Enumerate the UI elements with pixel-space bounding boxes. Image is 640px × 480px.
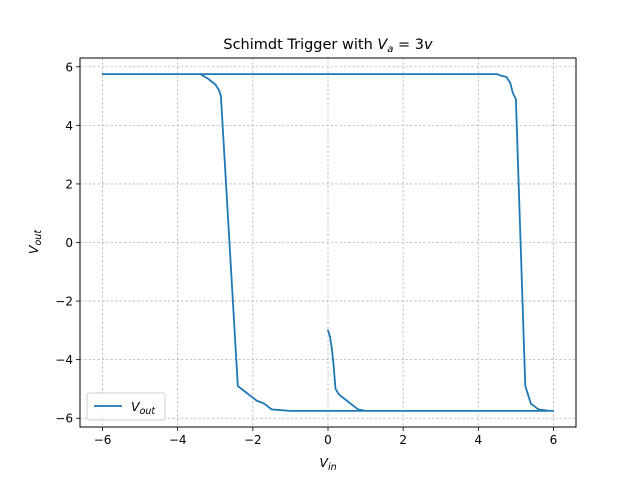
x-axis-label: Vin: [319, 455, 336, 473]
chart-title: Schimdt Trigger with Va = 3v: [223, 37, 433, 55]
y-tick-label: 6: [65, 60, 73, 74]
x-axis: −6 −4 −2 0 2 4 6: [94, 427, 558, 447]
grid-lines: [80, 58, 576, 427]
y-tick-label: −4: [55, 353, 73, 367]
chart-title-sub: a: [387, 44, 393, 55]
x-tick-label: 0: [324, 433, 332, 447]
y-axis-label-sub: out: [33, 229, 44, 246]
x-tick-label: 4: [474, 433, 482, 447]
series-line-vout: [101, 73, 555, 412]
chart-title-text: Schimdt Trigger with: [223, 37, 377, 53]
y-axis-label-var: V: [26, 244, 41, 254]
y-tick-label: −6: [55, 412, 73, 426]
y-axis: −6 −4 −2 0 2 4 6: [55, 60, 80, 426]
x-axis-label-var: V: [319, 455, 329, 470]
x-tick-label: −2: [244, 433, 262, 447]
legend-label-vout: Vout: [131, 399, 156, 417]
legend: Vout: [86, 392, 166, 421]
x-tick-label: 6: [550, 433, 558, 447]
legend-label-sub: out: [140, 406, 157, 417]
y-axis-label: Vout: [26, 229, 44, 254]
chart-title-var: V: [377, 37, 388, 53]
x-tick-label: −4: [169, 433, 187, 447]
chart-title-eq: = 3: [393, 37, 424, 53]
plot-area: [79, 57, 577, 428]
y-tick-label: −2: [55, 295, 73, 309]
legend-label-var: V: [131, 399, 141, 414]
y-tick-label: 2: [65, 177, 73, 191]
x-tick-label: 2: [399, 433, 407, 447]
series-layer: [101, 73, 555, 412]
y-tick-label: 0: [65, 236, 73, 250]
legend-box: [86, 392, 166, 421]
x-tick-label: −6: [94, 433, 112, 447]
x-axis-label-sub: in: [328, 462, 337, 473]
chart-title-unit: v: [424, 37, 433, 53]
y-tick-label: 4: [65, 119, 73, 133]
